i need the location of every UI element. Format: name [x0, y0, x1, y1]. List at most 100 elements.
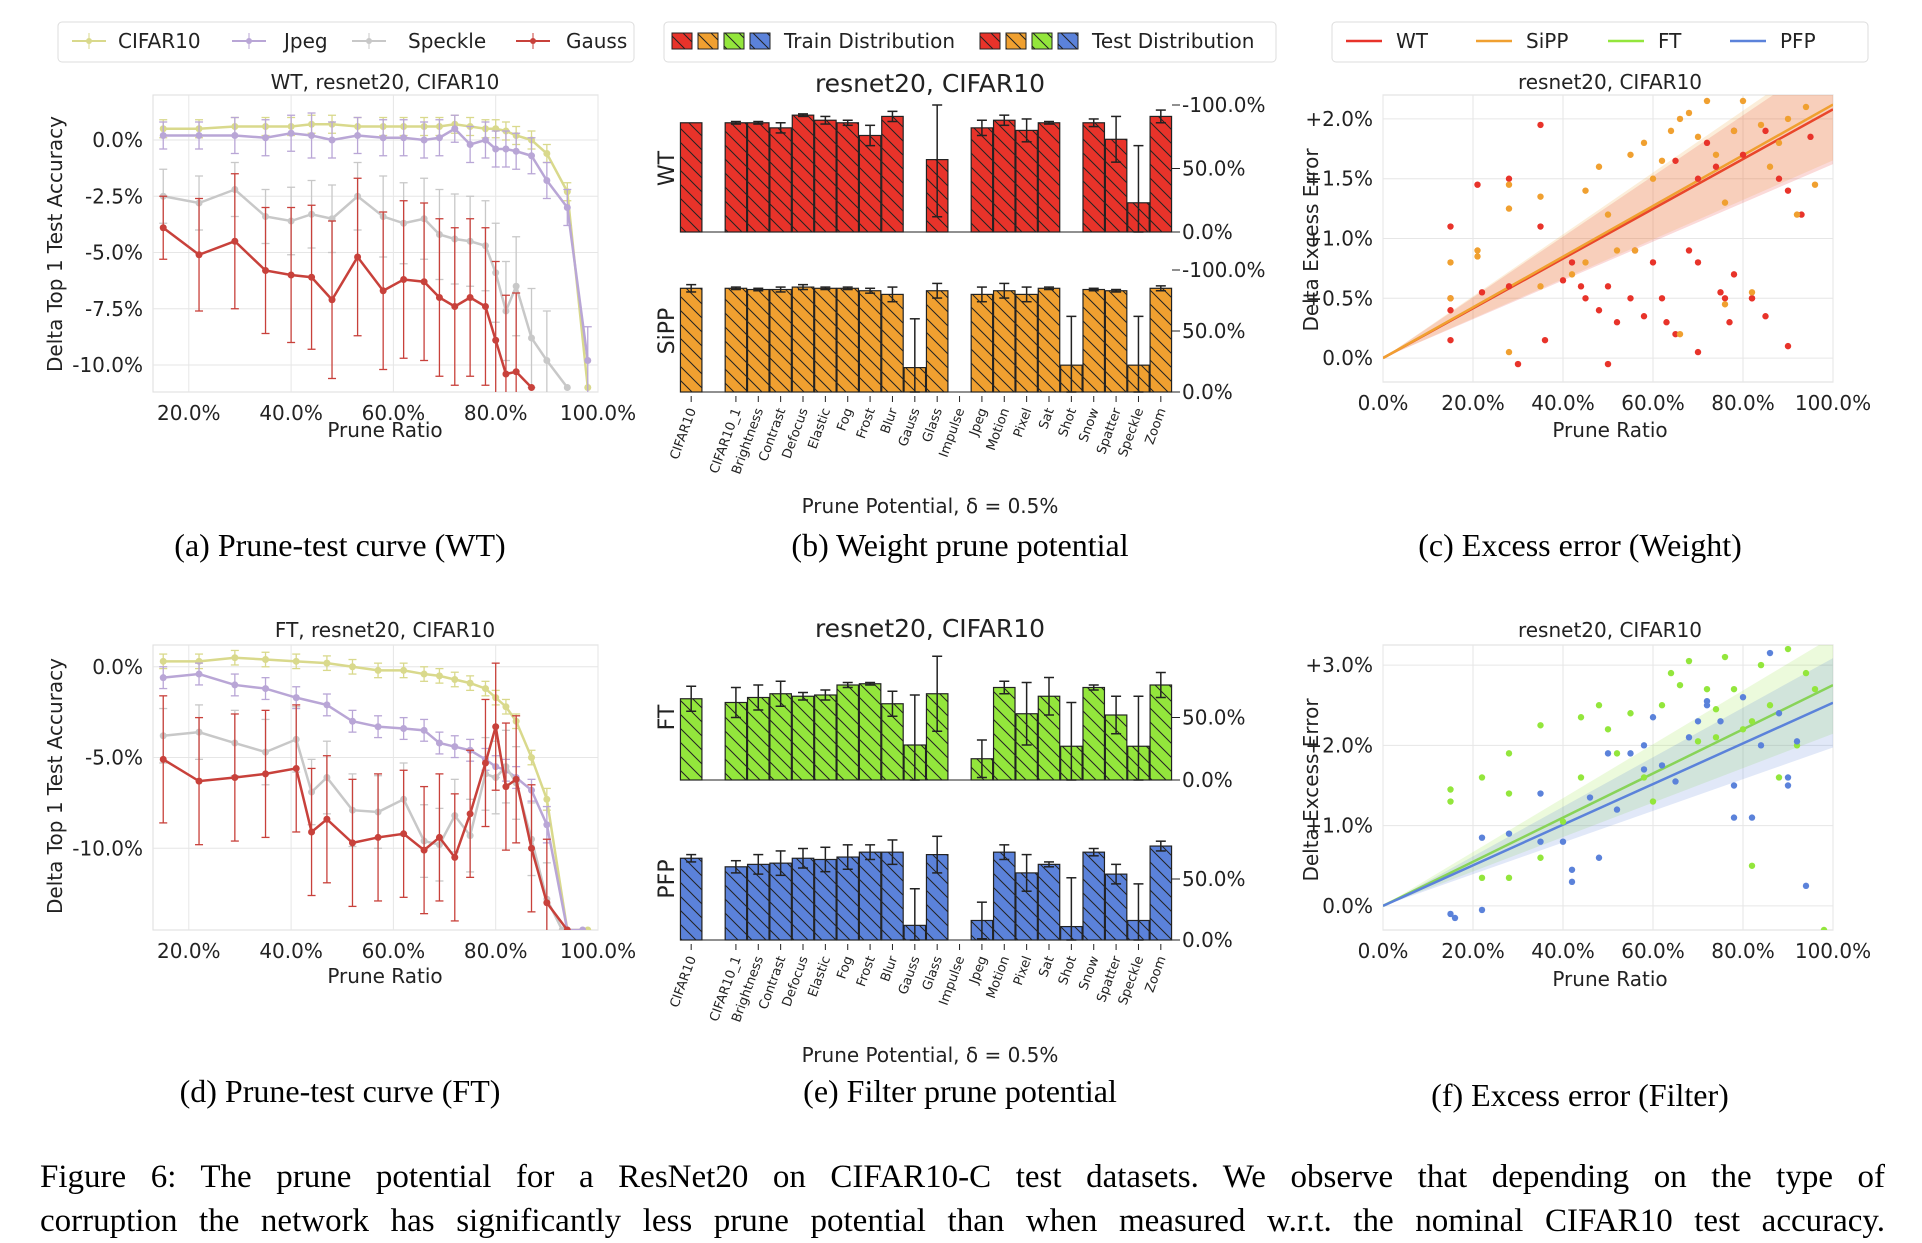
scatter-point-sipp: [1793, 211, 1801, 218]
plot-marks: [159, 112, 592, 392]
bar-pfp: [992, 851, 1016, 941]
bar-wt: [836, 122, 860, 233]
data-point-gauss: [308, 273, 316, 281]
scatter-point-pfp: [1717, 718, 1724, 725]
scatter-point-ft: [1447, 786, 1454, 793]
bar-wt: [791, 114, 815, 233]
bar-plot-area: 0.0% 50.0% -100.0% WT 0.0% 50.0% -100.0% SiPP CI…: [655, 93, 1265, 476]
data-point-gauss: [231, 774, 239, 782]
bar-wt: [679, 122, 703, 233]
x-tick-label: 60.0%: [1621, 391, 1685, 415]
scatter-point-wt: [1798, 211, 1805, 218]
caption-prefix: Figure 6:: [40, 1159, 177, 1195]
data-point-jpeg: [379, 134, 387, 142]
y-tick-label: 0.0%: [1182, 380, 1233, 404]
scatter-point-wt: [1762, 313, 1769, 320]
scatter-point-pfp: [1703, 697, 1711, 705]
category-label: Jpeg: [967, 954, 991, 987]
scatter-point-wt: [1762, 127, 1769, 135]
data-point-jpeg: [323, 701, 331, 709]
scatter-point-ft: [1649, 798, 1657, 805]
y-tick-label: 50.0%: [1182, 157, 1246, 181]
bar-ft: [836, 684, 860, 781]
scatter-point-sipp: [1748, 289, 1756, 296]
x-axis-label: Prune Ratio: [327, 964, 442, 988]
scatter-point-ft: [1627, 710, 1634, 717]
bar-wt: [970, 127, 994, 233]
data-point-cifar10: [292, 657, 300, 665]
category-label: Sat: [1036, 406, 1057, 431]
x-tick-label: 100.0%: [560, 939, 636, 963]
legend-label-gauss: Gauss: [566, 29, 627, 53]
bar-sipp: [858, 290, 882, 393]
scatter-point-sipp: [1703, 97, 1711, 105]
data-point-gauss: [481, 759, 489, 767]
bar-sipp: [679, 287, 703, 393]
scatter-point-ft: [1712, 706, 1720, 713]
data-point-cifar10: [231, 654, 239, 662]
scatter-point-wt: [1505, 175, 1513, 182]
data-point-gauss: [379, 287, 387, 295]
fit-line-pfp: [1383, 701, 1833, 908]
scatter-point-wt: [1784, 187, 1792, 194]
category-label: Pixel: [1011, 406, 1035, 439]
bar-wt: [1015, 129, 1038, 233]
scatter-point-ft: [1802, 669, 1810, 677]
category-label: Fog: [834, 954, 856, 981]
legend-label-train: Train Distribution: [783, 29, 955, 53]
panel-b-weight-prune-potential: Train Distribution Test Distribution res…: [655, 21, 1277, 518]
data-point-gauss: [492, 723, 500, 731]
data-point-jpeg: [451, 743, 459, 751]
x-axis-label: Prune Ratio: [1552, 418, 1667, 442]
scatter-point-sipp: [1766, 163, 1774, 170]
category-label: Blur: [878, 406, 901, 436]
scatter-point-sipp: [1694, 133, 1702, 141]
scatter-point-wt: [1541, 336, 1549, 344]
data-point-jpeg: [400, 725, 408, 733]
bar-wt: [1149, 115, 1173, 233]
category-label: Shot: [1056, 954, 1080, 987]
panel-d-prune-test-ft: FT, resnet20, CIFAR10 20.0% 40.0% 60.0% 80.…: [43, 618, 636, 988]
scatter-point-wt: [1694, 259, 1702, 266]
plot-area: 0.0% 20.0% 40.0% 60.0% 80.0% 100.0% 0.0% +0.5% +…: [1305, 94, 1871, 415]
legend-label-wt: WT: [1396, 29, 1429, 53]
bar-sipp: [970, 293, 994, 393]
data-point-cifar10: [323, 659, 331, 667]
row-label-ft: FT: [655, 704, 680, 730]
data-point-cifar10: [159, 657, 167, 665]
scatter-point-ft: [1595, 702, 1603, 709]
bar-sipp: [1015, 293, 1038, 393]
data-point-jpeg: [400, 134, 408, 142]
data-point-gauss: [159, 755, 167, 763]
scatter-point-wt: [1613, 319, 1621, 326]
scatter-point-pfp: [1775, 710, 1783, 717]
series-line-jpeg: [163, 127, 590, 361]
data-point-jpeg: [308, 132, 316, 139]
bar-sipp: [1082, 288, 1106, 393]
data-point-gauss: [308, 828, 316, 836]
scatter-point-pfp: [1730, 814, 1738, 821]
legend-label-cifar10: CIFAR10: [118, 29, 201, 53]
scatter-point-sipp: [1505, 348, 1513, 356]
data-point-jpeg: [435, 739, 443, 747]
scatter-point-wt: [1640, 313, 1648, 320]
scatter-point-ft: [1739, 726, 1747, 733]
scatter-point-sipp: [1676, 115, 1684, 123]
scatter-point-ft: [1784, 645, 1792, 653]
bar-pfp: [791, 857, 815, 941]
data-point-gauss: [287, 271, 295, 279]
legend-label-pfp: PFP: [1780, 29, 1816, 53]
data-point-cifar10: [502, 703, 510, 711]
scatter-point-pfp: [1559, 838, 1567, 845]
bar-wt: [1082, 122, 1106, 233]
plot-frame: [152, 644, 599, 931]
bar-sipp: [791, 286, 815, 393]
scatter-point-sipp: [1627, 151, 1634, 158]
scatter-point-ft: [1676, 681, 1684, 689]
data-point-speckle: [512, 282, 520, 290]
scatter-point-pfp: [1568, 866, 1576, 873]
scatter-point-pfp: [1672, 778, 1679, 785]
data-point-cifar10: [543, 795, 551, 803]
bar-pfp: [724, 866, 748, 941]
